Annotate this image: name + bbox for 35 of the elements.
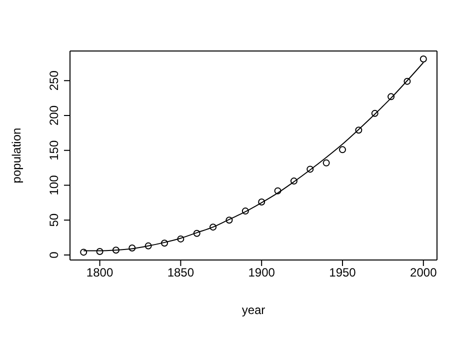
y-tick-label: 0	[47, 251, 61, 258]
y-tick-label: 150	[47, 140, 61, 160]
x-tick-label: 1950	[329, 266, 356, 280]
point	[306, 166, 314, 173]
point	[420, 56, 427, 63]
point	[274, 187, 282, 194]
point	[226, 216, 233, 224]
x-tick-label: 2000	[410, 266, 438, 280]
point	[161, 240, 168, 247]
point	[371, 110, 378, 117]
x-tick-label: 1850	[167, 266, 194, 280]
x-tick-label: 1900	[248, 266, 276, 280]
point	[290, 178, 298, 185]
point	[177, 235, 184, 242]
point	[355, 126, 362, 134]
point	[322, 159, 330, 166]
point	[242, 208, 249, 215]
point	[144, 242, 152, 250]
point	[404, 78, 411, 85]
y-tick-label: 100	[47, 174, 61, 196]
point	[80, 248, 88, 256]
y-tick-label: 50	[47, 213, 61, 227]
point	[112, 246, 120, 254]
x-axis-title: year	[242, 303, 266, 317]
point	[258, 198, 266, 206]
x-tick-label: 1800	[86, 266, 114, 280]
y-tick-label: 200	[47, 105, 61, 126]
y-tick-label: 250	[47, 70, 61, 91]
point	[339, 146, 346, 154]
point	[128, 244, 136, 252]
point	[388, 93, 395, 100]
y-axis-title: population	[9, 128, 24, 184]
point	[96, 248, 104, 255]
point	[193, 230, 200, 237]
point	[210, 224, 217, 231]
